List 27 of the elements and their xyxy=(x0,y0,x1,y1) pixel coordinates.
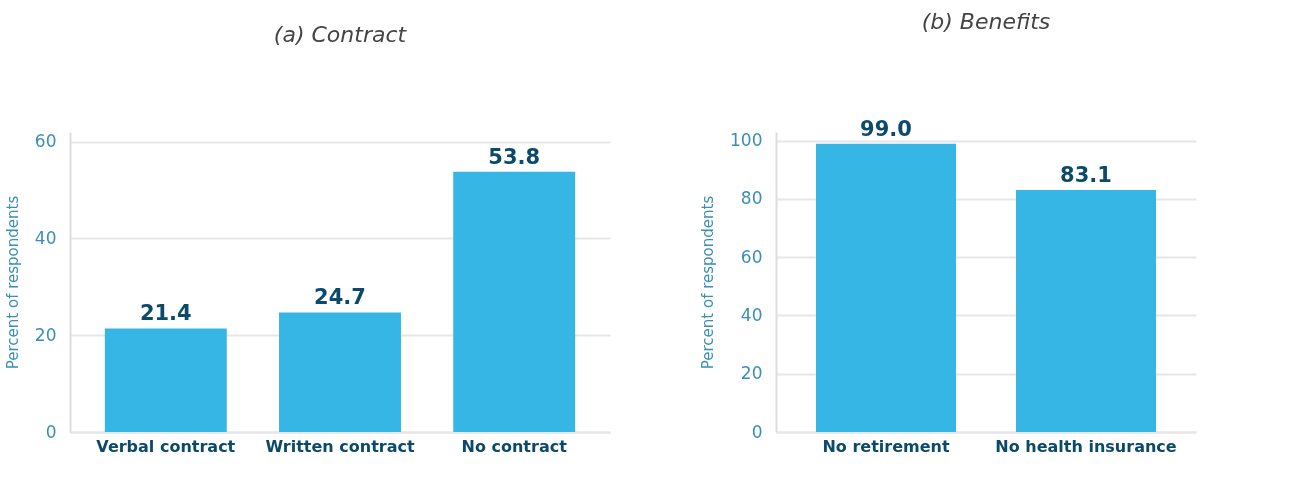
y-tick-label: 40 xyxy=(34,227,57,248)
y-tick-label: 20 xyxy=(740,363,763,384)
y-tick-label: 60 xyxy=(740,246,763,267)
y-tick-label: 0 xyxy=(751,421,763,442)
x-tick-label: Written contract xyxy=(265,436,415,456)
y-tick-label: 60 xyxy=(34,131,57,152)
x-tick-label: Verbal contract xyxy=(96,436,236,456)
bar xyxy=(104,328,227,432)
data-label: 24.7 xyxy=(314,285,366,310)
y-tick-label: 40 xyxy=(740,305,763,325)
y-tick-label: 100 xyxy=(730,130,763,151)
y-tick-label: 20 xyxy=(34,324,57,345)
x-tick-label: No contract xyxy=(461,436,568,456)
y-axis-title: Percent of respondents xyxy=(3,195,22,370)
x-tick-label: No retirement xyxy=(822,436,950,456)
chart-title: (b) Benefits xyxy=(921,8,1051,34)
data-label: 99.0 xyxy=(860,116,912,141)
bar xyxy=(453,171,576,432)
y-axis-title: Percent of respondents xyxy=(699,195,718,370)
data-label: 83.1 xyxy=(1060,162,1112,187)
y-tick-label: 80 xyxy=(740,188,763,209)
x-tick-label: No health insurance xyxy=(995,436,1177,456)
data-label: 53.8 xyxy=(488,144,541,169)
y-tick-label: 0 xyxy=(45,421,57,442)
data-label: 21.4 xyxy=(139,301,192,326)
bar xyxy=(279,312,401,432)
chart-title: (a) Contract xyxy=(273,22,408,47)
